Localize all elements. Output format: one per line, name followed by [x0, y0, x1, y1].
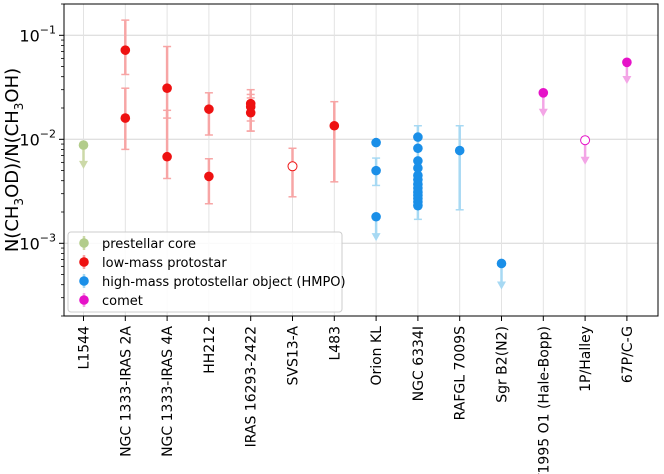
data-points: [78, 45, 632, 269]
x-tick-label: RAFGL 7009S: [453, 326, 469, 421]
legend-marker: [79, 276, 89, 286]
upper-limit-arrow: [622, 76, 632, 85]
y-tick-label: 10−3: [19, 231, 56, 253]
data-point: [120, 45, 131, 55]
x-tick-label: SVS13-A: [286, 326, 302, 386]
data-point: [413, 132, 423, 142]
data-point-open: [287, 161, 298, 172]
x-tick-label: 1P/Halley: [578, 326, 594, 392]
data-point: [371, 137, 381, 148]
data-point: [204, 104, 214, 114]
legend-marker: [79, 238, 89, 248]
data-point: [538, 88, 549, 98]
data-point: [120, 113, 131, 123]
data-point: [329, 120, 340, 131]
x-tick-label: HH212: [202, 326, 218, 374]
upper-limit-arrow: [371, 233, 381, 242]
x-tick-label: L483: [327, 326, 343, 361]
data-point: [204, 171, 214, 182]
data-point: [371, 165, 381, 176]
data-point: [496, 258, 507, 269]
plot-frame: [63, 3, 659, 317]
data-point: [413, 156, 423, 166]
data-point: [371, 211, 381, 222]
data-point: [413, 143, 423, 154]
data-point-open: [580, 135, 591, 146]
upper-limit-arrow: [497, 281, 506, 290]
data-point: [78, 140, 89, 150]
x-axis: L1544 NGC 1333-IRAS 2A NGC 1333-IRAS 4A HH2…: [77, 316, 636, 474]
y-tick-label: 10−1: [19, 23, 56, 45]
x-tick-label: NGC 1333-IRAS 4A: [160, 326, 176, 457]
legend: prestellar core low-mass protostar high-ma…: [67, 231, 346, 313]
data-point: [622, 57, 632, 68]
data-point: [245, 107, 256, 118]
x-tick-label: NGC 1333-IRAS 2A: [118, 326, 134, 457]
x-tick-label: NGC 6334I: [411, 326, 427, 401]
data-point: [162, 151, 172, 162]
data-point: [454, 145, 465, 156]
legend-marker: [79, 295, 89, 305]
legend-label: prestellar core: [102, 237, 196, 252]
y-axis: 10−1 10−2 10−3: [19, 3, 64, 317]
upper-limit-arrow: [538, 108, 548, 117]
x-tick-label: C/1995 O1 (Hale-Bopp): [536, 326, 552, 474]
legend-box: [67, 231, 343, 313]
legend-marker: [79, 257, 89, 267]
x-tick-label: L1544: [77, 326, 93, 370]
y-axis-label: N(CH3OD)/N(CH3OH): [2, 68, 26, 252]
data-point: [162, 83, 172, 94]
data-point: [413, 163, 423, 173]
y-tick-label: 10−2: [19, 127, 56, 149]
x-tick-label: 67P/C-G: [620, 326, 636, 383]
x-tick-label: IRAS 16293-2422: [244, 326, 260, 447]
legend-label: low-mass protostar: [102, 256, 227, 271]
x-tick-label: Sgr B2(N2): [495, 326, 511, 403]
data-point: [413, 200, 423, 211]
x-tick-label: Orion KL: [369, 326, 385, 386]
legend-label: comet: [102, 294, 143, 309]
upper-limit-arrow: [79, 160, 88, 169]
upper-limit-arrow: [580, 156, 590, 165]
legend-label: high-mass protostellar object (HMPO): [102, 275, 346, 290]
